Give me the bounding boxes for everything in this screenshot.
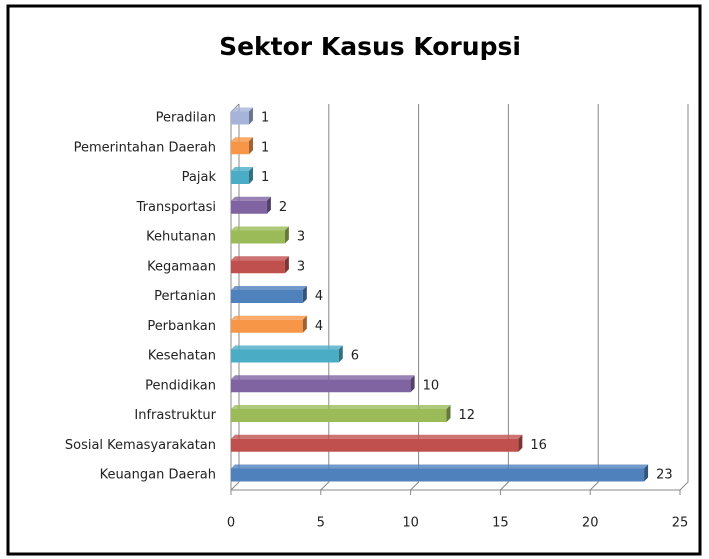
bar-side xyxy=(518,434,523,452)
bar-side xyxy=(284,256,289,274)
data-label: 2 xyxy=(279,200,287,215)
x-tick-label: 10 xyxy=(402,516,419,531)
bar xyxy=(231,200,267,214)
y-tick-label: Kehutanan xyxy=(146,230,216,245)
bar-side xyxy=(248,107,253,125)
bar xyxy=(231,171,249,184)
data-label: 16 xyxy=(530,438,547,453)
data-label: 6 xyxy=(351,349,359,364)
grid-line xyxy=(589,104,599,491)
bar-top xyxy=(231,226,289,231)
bar-side xyxy=(446,405,451,422)
tick-mark xyxy=(230,481,240,491)
bar-top xyxy=(231,315,307,320)
data-label: 1 xyxy=(261,111,269,126)
bar-top xyxy=(231,137,253,142)
bar-side xyxy=(248,137,253,155)
grid-line xyxy=(679,104,689,491)
data-label: 1 xyxy=(261,170,269,185)
bar xyxy=(231,319,303,333)
y-tick-label: Kegamaan xyxy=(147,259,216,274)
y-tick-label: Peradilan xyxy=(156,111,216,126)
bar-top xyxy=(231,345,343,350)
bar-top xyxy=(231,286,307,290)
bar-side xyxy=(266,196,271,214)
bar-side xyxy=(302,315,307,333)
data-label: 4 xyxy=(315,289,323,304)
bar xyxy=(231,111,249,125)
y-tick-label: Keuangan Daerah xyxy=(100,468,216,483)
bar-side xyxy=(410,375,415,393)
bar xyxy=(231,230,285,244)
y-tick-label: Sosial Kemasyarakatan xyxy=(65,438,216,453)
bar-side xyxy=(644,464,649,482)
bar-top xyxy=(231,256,289,261)
bar-side xyxy=(302,286,307,303)
bar-side xyxy=(248,167,253,184)
bar xyxy=(231,349,339,363)
x-tick-label: 5 xyxy=(317,516,325,531)
bar xyxy=(231,379,411,393)
bar-side xyxy=(284,226,289,244)
grid-line xyxy=(500,104,509,491)
bar-top xyxy=(231,167,253,171)
grid-line xyxy=(320,104,330,491)
grid-line xyxy=(410,104,420,491)
bar-top xyxy=(231,405,451,409)
y-tick-label: Kesehatan xyxy=(148,349,216,364)
bar xyxy=(231,141,249,155)
chart-frame xyxy=(6,4,702,556)
x-tick-label: 20 xyxy=(582,516,599,531)
data-label: 1 xyxy=(261,140,269,155)
bar-top xyxy=(231,107,253,112)
bar-top xyxy=(231,464,649,469)
bar-top xyxy=(231,375,415,380)
bar xyxy=(231,260,285,274)
data-label: 4 xyxy=(315,319,323,334)
bar xyxy=(231,409,447,422)
data-label: 12 xyxy=(459,408,476,423)
y-tick-label: Transportasi xyxy=(136,200,216,215)
bar-side xyxy=(338,345,343,363)
bar-top xyxy=(231,434,523,439)
data-label: 3 xyxy=(297,259,305,274)
x-tick-label: 25 xyxy=(672,516,689,531)
y-tick-label: Pertanian xyxy=(154,289,216,304)
data-label: 10 xyxy=(423,378,440,393)
bar xyxy=(231,290,303,303)
y-tick-label: Perbankan xyxy=(147,319,216,334)
bar xyxy=(231,438,519,452)
y-tick-label: Pemerintahan Daerah xyxy=(74,140,216,155)
y-tick-label: Pajak xyxy=(182,170,217,185)
chart-title: Sektor Kasus Korupsi xyxy=(219,32,521,61)
data-label: 3 xyxy=(297,230,305,245)
bar-top xyxy=(231,196,271,201)
y-tick-label: Infrastruktur xyxy=(134,408,216,423)
x-tick-label: 0 xyxy=(227,516,235,531)
x-tick-label: 15 xyxy=(492,516,509,531)
y-tick-label: Pendidikan xyxy=(145,378,216,393)
data-label: 23 xyxy=(656,468,673,483)
bar xyxy=(231,468,645,482)
